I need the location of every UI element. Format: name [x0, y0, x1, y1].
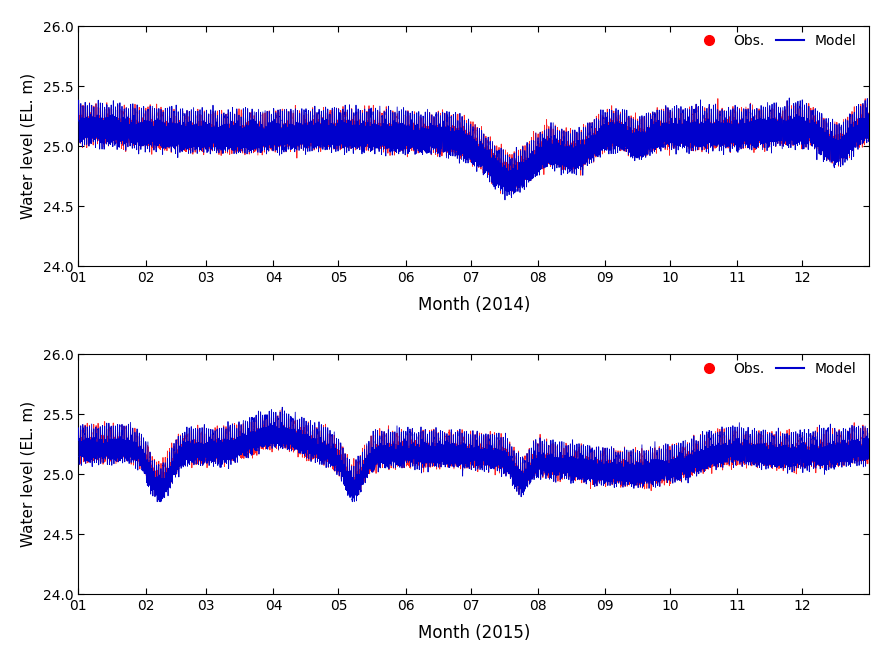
- Y-axis label: Water level (EL. m): Water level (EL. m): [20, 73, 36, 219]
- Legend: Obs., Model: Obs., Model: [689, 29, 862, 54]
- Y-axis label: Water level (EL. m): Water level (EL. m): [20, 401, 36, 548]
- Legend: Obs., Model: Obs., Model: [689, 357, 862, 382]
- X-axis label: Month (2014): Month (2014): [417, 296, 530, 314]
- X-axis label: Month (2015): Month (2015): [417, 624, 530, 642]
